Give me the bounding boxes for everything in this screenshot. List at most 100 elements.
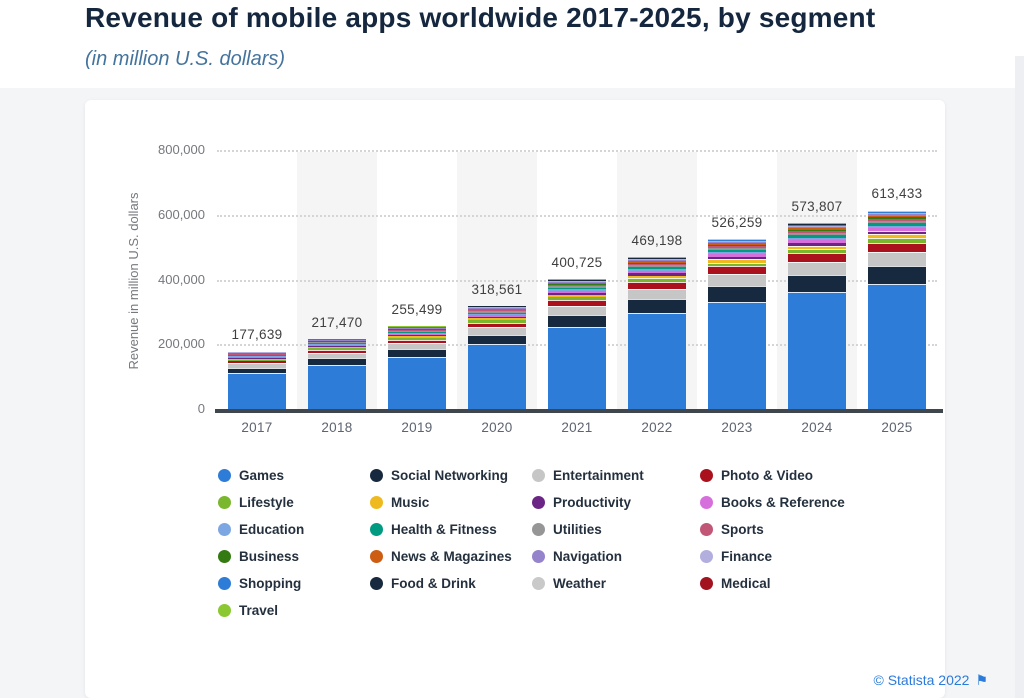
legend-item-food-drink[interactable]: Food & Drink [370,576,532,591]
bar-segment-productivity-2024[interactable] [788,242,846,246]
bar-segment-social-networking-2025[interactable] [868,265,926,284]
bar-segment-sports-2022[interactable] [628,263,686,266]
bar-segment-utilities-2023[interactable] [708,247,766,250]
bar-segment-utilities-2021[interactable] [548,286,606,288]
bar-segment-news-magazines-2023[interactable] [708,243,766,245]
legend-item-productivity[interactable]: Productivity [532,495,700,510]
bar-segment-navigation-2022[interactable] [628,260,686,262]
bar-2021[interactable] [548,279,606,409]
bar-segment-music-2022[interactable] [628,275,686,279]
bar-segment-entertainment-2025[interactable] [868,251,926,266]
bar-segment-sports-2018[interactable] [308,341,366,343]
bar-segment-entertainment-2017[interactable] [228,363,286,368]
legend-item-utilities[interactable]: Utilities [532,522,700,537]
bar-segment-lifestyle-2022[interactable] [628,278,686,282]
bar-segment-books-reference-2025[interactable] [868,228,926,232]
bar-segment-utilities-2024[interactable] [788,233,846,236]
bar-segment-social-networking-2017[interactable] [228,367,286,373]
bar-segment-games-2025[interactable] [868,283,926,409]
legend-item-photo-video[interactable]: Photo & Video [700,468,845,483]
bar-segment-health-fitness-2020[interactable] [468,312,526,314]
bar-segment-productivity-2019[interactable] [388,335,446,337]
bar-segment-lifestyle-2017[interactable] [228,359,286,361]
bar-segment-entertainment-2019[interactable] [388,343,446,350]
bar-segment-games-2023[interactable] [708,301,766,409]
bar-segment-news-magazines-2021[interactable] [548,282,606,284]
legend-item-social-networking[interactable]: Social Networking [370,468,532,483]
legend-item-finance[interactable]: Finance [700,549,845,564]
bar-segment-health-fitness-2022[interactable] [628,267,686,269]
bar-segment-music-2024[interactable] [788,245,846,250]
bar-segment-shopping-2023[interactable] [708,240,766,242]
bar-segment-food-drink-2022[interactable] [628,258,686,259]
bar-segment-productivity-2020[interactable] [468,316,526,319]
bar-segment-education-2017[interactable] [228,356,286,357]
bar-segment-navigation-2024[interactable] [788,227,846,229]
bar-segment-shopping-2024[interactable] [788,225,846,226]
bar-segment-books-reference-2021[interactable] [548,291,606,293]
bar-segment-news-magazines-2025[interactable] [868,215,926,218]
bar-segment-business-2020[interactable] [468,309,526,311]
legend-item-sports[interactable]: Sports [700,522,845,537]
bar-segment-social-networking-2018[interactable] [308,358,366,365]
bar-segment-food-drink-2021[interactable] [548,280,606,281]
legend-item-health-fitness[interactable]: Health & Fitness [370,522,532,537]
bar-segment-health-fitness-2019[interactable] [388,331,446,333]
bar-segment-shopping-2020[interactable] [468,306,526,308]
legend-item-medical[interactable]: Medical [700,576,845,591]
bar-2023[interactable] [708,238,766,409]
bar-segment-health-fitness-2017[interactable] [228,355,286,356]
bar-segment-social-networking-2020[interactable] [468,334,526,345]
bar-segment-news-magazines-2024[interactable] [788,228,846,230]
bar-segment-social-networking-2024[interactable] [788,275,846,292]
bar-segment-food-drink-2025[interactable] [868,211,926,213]
bar-segment-productivity-2021[interactable] [548,292,606,296]
legend-item-games[interactable]: Games [218,468,370,483]
bar-segment-entertainment-2022[interactable] [628,288,686,300]
bar-segment-utilities-2018[interactable] [308,342,366,344]
legend-item-books-reference[interactable]: Books & Reference [700,495,845,510]
bar-segment-news-magazines-2018[interactable] [308,340,366,342]
bar-segment-music-2017[interactable] [228,358,286,360]
bar-segment-business-2025[interactable] [868,217,926,220]
bar-segment-utilities-2020[interactable] [468,311,526,313]
bar-segment-navigation-2020[interactable] [468,308,526,309]
bar-segment-sports-2024[interactable] [788,231,846,234]
bar-segment-books-reference-2019[interactable] [388,333,446,335]
bar-segment-books-reference-2022[interactable] [628,270,686,274]
bar-2025[interactable] [868,210,926,409]
bar-segment-utilities-2022[interactable] [628,265,686,268]
bar-segment-shopping-2025[interactable] [868,212,926,214]
bar-segment-games-2021[interactable] [548,327,606,409]
bar-segment-navigation-2023[interactable] [708,242,766,244]
bar-segment-lifestyle-2025[interactable] [868,238,926,243]
bar-segment-education-2024[interactable] [788,237,846,240]
bar-2020[interactable] [468,305,526,409]
bar-segment-finance-2021[interactable] [548,281,606,282]
bar-segment-photo-video-2024[interactable] [788,253,846,262]
bar-segment-productivity-2025[interactable] [868,231,926,235]
bar-segment-sports-2017[interactable] [228,354,286,355]
bar-segment-news-magazines-2022[interactable] [628,261,686,263]
bar-segment-music-2023[interactable] [708,259,766,263]
bar-segment-news-magazines-2019[interactable] [388,328,446,330]
legend-item-news-magazines[interactable]: News & Magazines [370,549,532,564]
bar-segment-finance-2022[interactable] [628,259,686,261]
bar-segment-education-2018[interactable] [308,344,366,345]
bar-segment-lifestyle-2024[interactable] [788,249,846,254]
bar-segment-games-2022[interactable] [628,313,686,409]
bar-segment-lifestyle-2019[interactable] [388,337,446,340]
legend-item-shopping[interactable]: Shopping [218,576,370,591]
bar-segment-productivity-2017[interactable] [228,357,286,359]
bar-segment-books-reference-2017[interactable] [228,356,286,358]
bar-segment-food-drink-2023[interactable] [708,239,766,241]
bar-segment-photo-video-2021[interactable] [548,300,606,307]
bar-segment-music-2018[interactable] [308,347,366,349]
bar-segment-sports-2023[interactable] [708,246,766,248]
bar-segment-productivity-2018[interactable] [308,346,366,348]
bar-2018[interactable] [308,338,366,409]
bar-segment-utilities-2025[interactable] [868,221,926,224]
bar-segment-productivity-2022[interactable] [628,273,686,276]
bar-segment-music-2025[interactable] [868,234,926,239]
bar-segment-sports-2021[interactable] [548,285,606,287]
